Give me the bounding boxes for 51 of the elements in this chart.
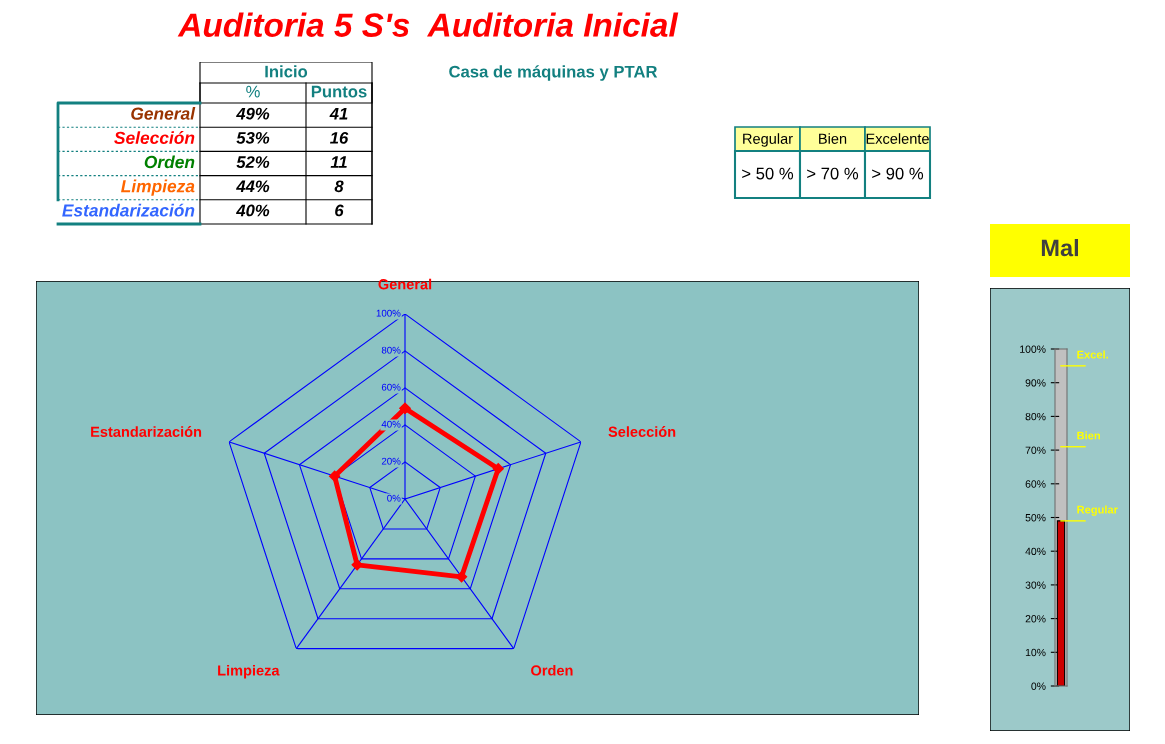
text: Casa de máquinas y PTAR [449, 65, 658, 81]
y-tick-label: 60% [381, 383, 401, 391]
category-label: Selección [114, 131, 195, 144]
y-tick-label: 20% [381, 457, 401, 465]
category-label: Estandarización [62, 203, 195, 217]
ref-line-label: Regular [1077, 505, 1118, 516]
category-label: Excelente [866, 133, 929, 144]
spoke-label: Orden [531, 664, 573, 676]
text: > 50 % [742, 167, 794, 180]
category-label: Limpieza [121, 179, 195, 196]
y-tick-label: 100% [1020, 345, 1046, 353]
text: Inicio [265, 65, 308, 78]
text: 49% [236, 107, 270, 120]
y-tick-label: 80% [381, 346, 401, 354]
text: Mal [1041, 239, 1079, 257]
y-tick-label: 90% [1025, 379, 1046, 387]
text: 6 [335, 204, 344, 217]
y-tick-label: 30% [1025, 581, 1046, 589]
category-label: Regular [743, 133, 793, 147]
ref-line-label: Bien [1077, 431, 1100, 440]
spoke-label: Limpieza [218, 664, 280, 679]
y-tick-label: 40% [381, 420, 401, 428]
text: 8 [334, 180, 344, 193]
y-tick-label: 10% [1025, 648, 1046, 657]
y-tick-label: 60% [1025, 480, 1046, 488]
y-tick-label: 100% [376, 309, 401, 317]
text: > 70 % [807, 167, 859, 180]
text: > 90 % [872, 167, 924, 180]
y-tick-label: 40% [1025, 547, 1046, 556]
text: 53% [236, 131, 270, 144]
text: 40% [236, 204, 270, 217]
y-tick-label: 0% [1031, 682, 1046, 690]
text: 41 [329, 107, 348, 120]
text: 16 [330, 131, 349, 144]
y-tick-label: 0% [387, 494, 401, 502]
ref-line-label: Excel. [1077, 350, 1108, 359]
category-label: Orden [144, 155, 195, 169]
spoke-label: Estandarización [91, 426, 202, 437]
y-tick-label: 20% [1025, 615, 1046, 623]
category-label: General [131, 107, 196, 120]
category-label: % [246, 85, 260, 98]
text: 11 [330, 156, 347, 168]
text: 44% [236, 180, 270, 193]
text: 52% [236, 156, 270, 168]
y-tick-label: 70% [1025, 446, 1046, 454]
text: Auditoria 5 S's Auditoria Inicial [177, 12, 679, 37]
y-tick-label: 50% [1025, 514, 1046, 522]
y-tick-label: 80% [1025, 412, 1046, 421]
category-label: Puntos [311, 85, 367, 98]
spoke-label: Selección [608, 426, 676, 437]
category-label: Bien [819, 133, 847, 144]
